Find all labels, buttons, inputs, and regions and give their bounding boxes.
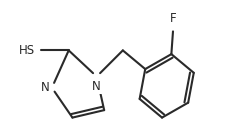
Text: F: F	[170, 12, 177, 25]
Text: N: N	[92, 80, 101, 93]
Text: N: N	[41, 81, 50, 94]
Text: HS: HS	[19, 44, 35, 57]
